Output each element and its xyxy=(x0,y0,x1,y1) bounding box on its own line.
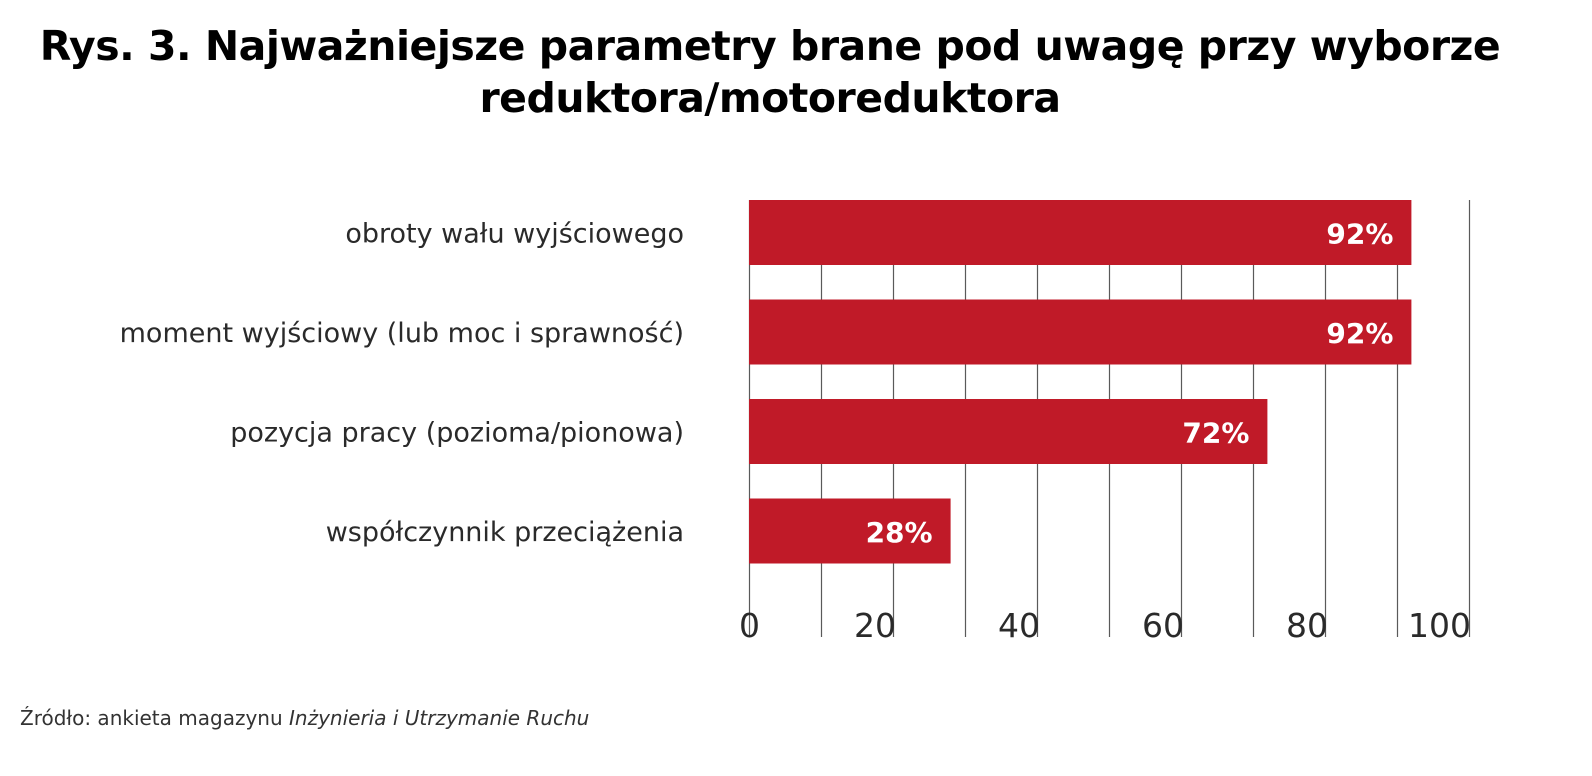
x-tick-label-40: 40 xyxy=(998,606,1040,645)
chart-title-line2: reduktora/motoreduktora xyxy=(479,74,1061,122)
x-tick-label-20: 20 xyxy=(854,606,896,645)
x-tick-label-60: 60 xyxy=(1142,606,1184,645)
chart-title: Rys. 3. Najważniejsze parametry brane po… xyxy=(0,20,1540,124)
data-label-2: 92% xyxy=(1326,317,1393,350)
data-label-1: 92% xyxy=(1326,218,1393,251)
chart-title-line1: Rys. 3. Najważniejsze parametry brane po… xyxy=(39,22,1501,70)
bar-4 xyxy=(749,498,951,564)
data-label-4: 28% xyxy=(866,516,933,549)
x-tick-label-100: 100 xyxy=(1408,606,1471,645)
source-publication: Inżynieria i Utrzymanie Ruchu xyxy=(289,706,590,730)
x-tick-label-80: 80 xyxy=(1286,606,1328,645)
category-label-2: moment wyjściowy (lub moc i sprawność) xyxy=(120,318,684,349)
source-prefix: Źródło: ankieta magazynu xyxy=(20,706,289,730)
data-label-3: 72% xyxy=(1182,417,1249,450)
category-label-3: pozycja pracy (pozioma/pionowa) xyxy=(230,418,684,449)
bar-1 xyxy=(749,200,1412,265)
source-note: Źródło: ankieta magazynu Inżynieria i Ut… xyxy=(20,706,589,730)
category-label-4: współczynnik przeciążenia xyxy=(326,517,684,548)
bar-3 xyxy=(749,399,1268,464)
bar-2 xyxy=(749,299,1412,365)
x-tick-label-0: 0 xyxy=(739,606,760,645)
category-label-1: obroty wału wyjściowego xyxy=(345,219,684,250)
